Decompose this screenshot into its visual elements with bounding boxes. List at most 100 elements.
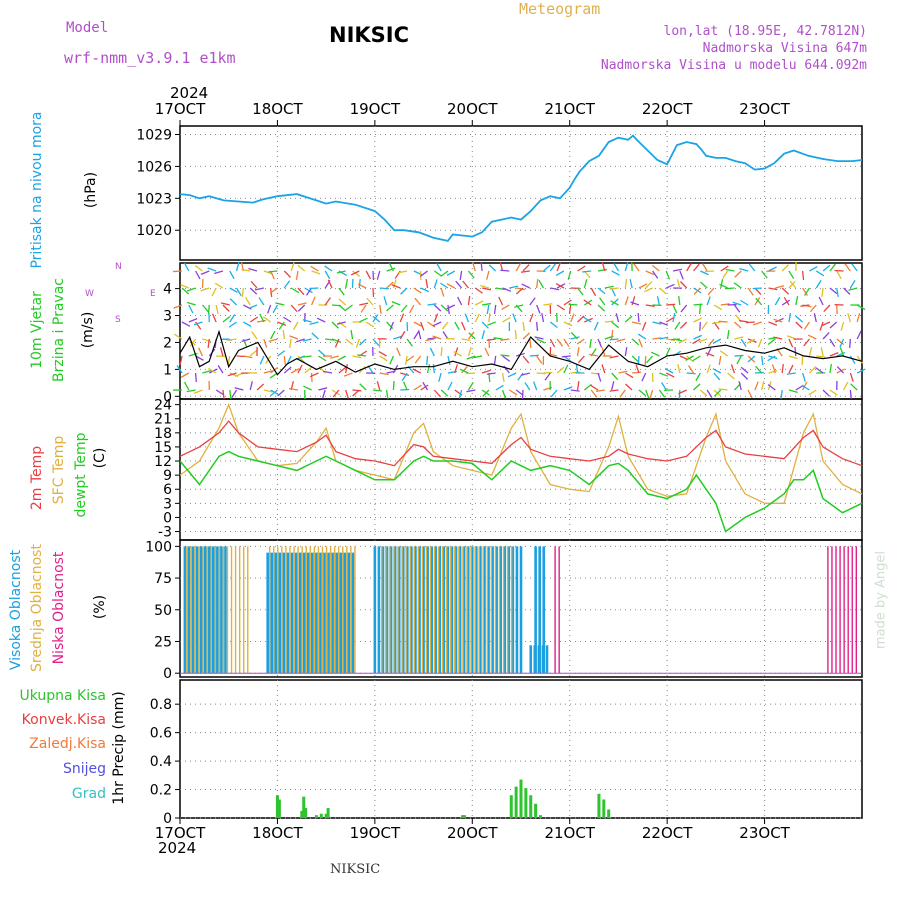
wind-arrow [200,287,210,292]
wind-arrow [220,302,230,306]
wind-arrow [464,313,470,323]
wind-arrow [611,329,614,340]
wind-arrow [822,264,831,272]
panel-frame [179,539,863,678]
wind-arrow [345,389,350,399]
wind-arrow [740,372,749,380]
wind-arrow [467,295,471,306]
wind-arrow [720,303,730,306]
wind-arrow [787,335,797,340]
wind-arrow [389,355,395,365]
wind-arrow [599,297,606,306]
wind-arrow [283,366,292,374]
wind-arrow [718,355,722,365]
wind-arrow [734,270,742,278]
wind-arrow [616,338,626,343]
wind-arrow [789,280,797,289]
wind-arrow [283,280,291,289]
compass-s: S [115,315,121,325]
wind-arrow [509,285,519,289]
wind-arrow [501,389,507,399]
wind-arrow [413,321,423,327]
wind-arrow [433,304,442,312]
precip-bar [462,815,466,818]
compass-n: N [115,262,122,272]
wind-arrow [730,364,736,374]
precip-bar [275,795,279,818]
wind-arrow [311,332,319,340]
wind-arrow [768,370,778,374]
wind-arrow [701,262,708,272]
wind-arrow [719,350,728,357]
y-tick-label: 75 [154,571,172,587]
wind-arrow [788,338,794,348]
wind-arrow [781,299,791,306]
wind-arrow [589,353,599,357]
y-tick-label: 0 [163,666,172,682]
wind-arrow [768,266,777,272]
wind-arrow [488,312,491,323]
wind-arrow [474,287,483,294]
wind-arrow [535,321,539,332]
wind-arrow [432,321,442,327]
wind-arrow [618,370,628,374]
wind-arrow [645,281,653,289]
wind-arrow [310,265,319,272]
wind-arrow [801,384,810,391]
wind-arrow [316,317,326,323]
wind-arrow [563,321,573,327]
y-tick-label: 12 [154,454,172,470]
wind-arrow [856,368,866,374]
wind-arrow [331,389,341,396]
wind-arrow [609,355,619,359]
wind-arrow [359,317,368,323]
wind-arrow [474,313,480,323]
wind-arrow [631,338,640,346]
wind-arrow [678,338,687,344]
wind-arrow [427,321,436,328]
precip-bar [529,795,533,818]
wind-arrow [821,321,831,327]
wind-arrow [589,338,592,349]
wind-arrow [409,304,415,314]
wind-arrow [775,285,785,289]
wind-arrow [692,338,701,345]
wind-arrow [678,389,681,400]
wind-arrow [258,297,265,306]
wind-arrow [318,349,326,357]
wind-arrow [649,389,654,399]
model-label: Model [66,20,109,36]
wind-arrow [803,321,810,330]
precip-legend-hail: Grad [71,786,106,802]
panel-frame [179,398,863,541]
wind-arrow [459,270,463,280]
wind-arrow [672,304,678,314]
wind-arrow [179,355,183,365]
wind-arrow [829,352,839,357]
wind-arrow [295,270,299,280]
wind-arrow [693,287,701,295]
wind-arrow [302,338,312,342]
wind-arrow [685,355,694,361]
wind-arrow [556,366,565,374]
wind-arrow [641,321,647,331]
wind-arrow [229,389,232,400]
wind-arrow [699,304,701,315]
wind-arrow [856,355,864,364]
wind-arrow [645,389,650,399]
wind-arrow [345,279,349,289]
wind-arrow [500,354,510,357]
wind-arrow [520,270,530,273]
wind-arrow [679,355,689,361]
wind-arrow [514,304,524,308]
wind-arrow [781,264,789,272]
wind-arrow [195,321,202,330]
y-tick-label: 4 [163,282,172,298]
wind-arrow [739,319,749,323]
wind-arrow [229,314,236,323]
precip-bar [300,810,304,818]
wind-arrow [529,313,534,323]
wind-arrow [646,355,654,364]
wind-arrow [445,337,455,340]
wind-arrow [482,389,490,397]
